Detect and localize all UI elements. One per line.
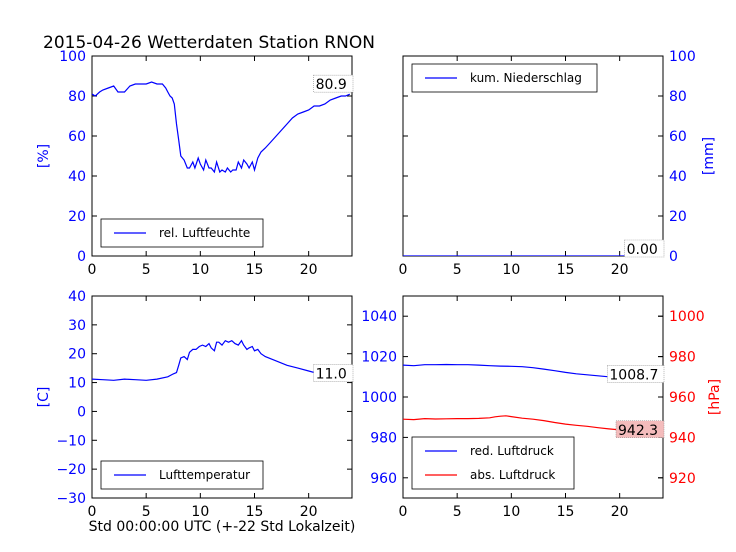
y-tick-label: 1000 <box>361 390 397 406</box>
x-tick-label: 0 <box>88 262 97 278</box>
y-right-tick-label: 1000 <box>669 309 705 325</box>
y-tick-label: 40 <box>68 169 86 185</box>
legend-label: kum. Niederschlag <box>470 71 582 85</box>
x-tick-label: 15 <box>557 504 575 520</box>
x-tick-label: 5 <box>142 504 151 520</box>
y-tick-label: 1020 <box>361 350 397 366</box>
y-tick-label: 80 <box>68 89 86 105</box>
x-tick-label: 5 <box>453 504 462 520</box>
value-annotation: 80.9 <box>313 74 354 93</box>
y-tick-label: 40 <box>669 169 687 185</box>
y-right-tick-label: 920 <box>669 471 696 487</box>
value-annotation-text: 80.9 <box>316 77 347 93</box>
y-tick-label: 20 <box>669 209 687 225</box>
x-tick-label: 10 <box>191 504 209 520</box>
value-annotation-box <box>313 364 354 382</box>
x-tick-label: 15 <box>557 262 575 278</box>
y-tick-label: 20 <box>68 209 86 225</box>
x-tick-label: 20 <box>300 504 318 520</box>
value-annotation-text: 0.00 <box>627 242 658 258</box>
y-axis-label: [C] <box>36 387 52 408</box>
x-tick-label: 5 <box>453 262 462 278</box>
legend-label: rel. Luftfeuchte <box>159 226 250 240</box>
y-tick-label: 960 <box>370 471 397 487</box>
y-tick-label: −30 <box>56 491 86 507</box>
y-tick-label: 1040 <box>361 309 397 325</box>
y-right-axis-label: [hPa] <box>707 379 723 415</box>
y-tick-label: 10 <box>68 376 86 392</box>
panel-4: 0 5 10 15 20 960 980 1000 1020 1040 920 940 960 980 10… <box>361 295 723 520</box>
value-annotation-text: 11.0 <box>316 367 347 383</box>
x-tick-label: 0 <box>399 504 408 520</box>
y-tick-label: 100 <box>59 49 86 65</box>
x-tick-label: 20 <box>300 262 318 278</box>
legend-box <box>411 436 575 490</box>
legend-label: red. Luftdruck <box>470 444 554 458</box>
y-axis-label: [mm] <box>701 137 717 175</box>
axes-frame <box>91 295 353 499</box>
x-tick-label: 10 <box>502 504 520 520</box>
y-tick-label: 0 <box>669 249 678 265</box>
series-line-1 <box>92 339 350 381</box>
legend-label: Lufttemperatur <box>159 468 250 482</box>
panel-3: 0 5 10 15 20 −30 −20 −10 0 10 20 30 40 [C] Lufttempera… <box>36 289 354 520</box>
x-tick-label: 15 <box>246 262 264 278</box>
x-tick-label: 0 <box>88 504 97 520</box>
value-annotation-box <box>624 239 665 258</box>
panel-1: 0 5 10 15 20 0 20 40 60 80 100 [%] rel. Luftfeuchte 8… <box>36 49 354 278</box>
x-tick-label: 5 <box>142 262 151 278</box>
y-tick-label: 60 <box>68 129 86 145</box>
x-tick-label: 10 <box>502 262 520 278</box>
y-tick-label: 30 <box>68 318 86 334</box>
shared-x-label: Std 00:00:00 UTC (+-22 Std Lokalzeit) <box>89 519 356 535</box>
x-tick-label: 10 <box>191 262 209 278</box>
value-annotation: 1008.7 <box>607 365 665 383</box>
x-tick-label: 20 <box>611 262 629 278</box>
y-right-tick-label: 960 <box>669 390 696 406</box>
legend-label: abs. Luftdruck <box>470 468 555 482</box>
series-line-1 <box>92 81 351 174</box>
value-annotation-text: 942.3 <box>618 423 658 439</box>
y-tick-label: −20 <box>56 462 86 478</box>
y-tick-label: 80 <box>669 89 687 105</box>
y-tick-label: 980 <box>370 430 397 446</box>
y-tick-label: −10 <box>56 433 86 449</box>
y-tick-label: 0 <box>77 249 86 265</box>
panel-2: 0 5 10 15 20 0 20 40 60 80 100 [mm] kum. Niederschla… <box>399 49 717 278</box>
axes-frame <box>91 55 353 257</box>
x-tick-label: 15 <box>246 504 264 520</box>
value-annotation-box <box>313 74 354 93</box>
value-annotation-text: 1008.7 <box>609 367 658 383</box>
x-tick-label: 0 <box>399 262 408 278</box>
y-tick-label: 20 <box>68 347 86 363</box>
y-tick-label: 0 <box>77 404 86 420</box>
value-annotation: 11.0 <box>313 364 354 383</box>
value-annotation-box <box>607 365 665 383</box>
y-tick-label: 40 <box>68 289 86 305</box>
y-tick-label: 60 <box>669 129 687 145</box>
x-tick-label: 20 <box>611 504 629 520</box>
y-right-tick-label: 980 <box>669 350 696 366</box>
y-right-tick-label: 940 <box>669 430 696 446</box>
y-axis-label: [%] <box>36 144 52 168</box>
value-annotation: 0.00 <box>624 239 665 258</box>
figure-title: 2015-04-26 Wetterdaten Station RNON <box>43 33 375 53</box>
y-tick-label: 100 <box>669 49 696 65</box>
value-annotation: 942.3 <box>615 420 665 439</box>
value-annotation-box <box>615 420 665 439</box>
